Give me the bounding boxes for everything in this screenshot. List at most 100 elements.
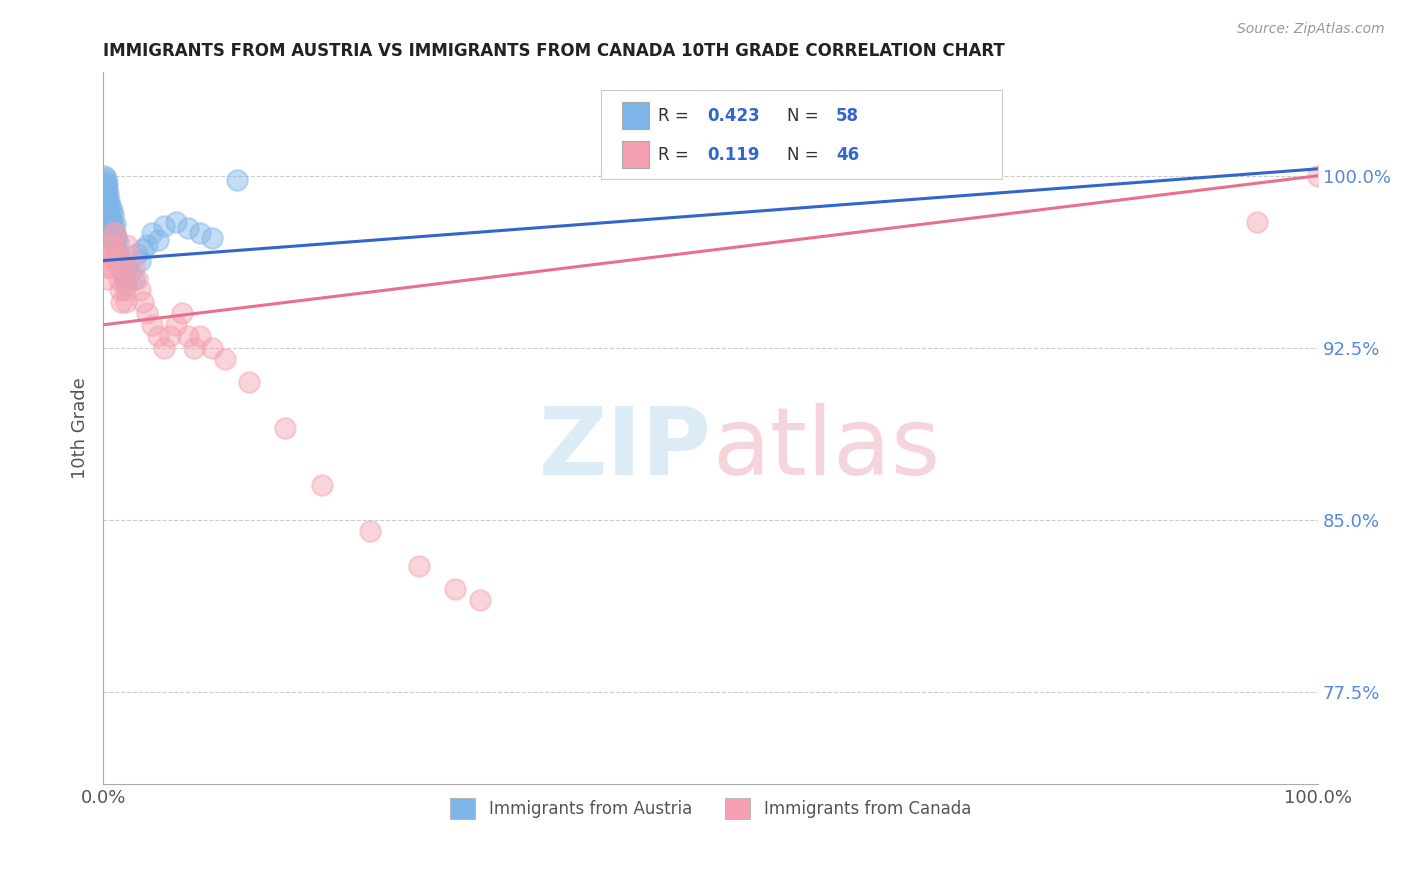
Point <box>117 237 139 252</box>
Point <box>108 284 131 298</box>
Point <box>132 294 155 309</box>
Point <box>97 249 120 263</box>
Point <box>1308 169 1330 183</box>
FancyBboxPatch shape <box>602 90 1002 179</box>
Point <box>114 284 136 298</box>
Point <box>214 352 236 367</box>
Point <box>100 203 122 218</box>
FancyBboxPatch shape <box>621 103 648 129</box>
Point <box>93 249 115 263</box>
Point <box>188 226 211 240</box>
Point <box>94 171 117 186</box>
Point <box>96 182 118 196</box>
Point <box>100 219 122 234</box>
Point <box>101 219 124 234</box>
Point <box>444 582 467 596</box>
Point <box>165 318 187 332</box>
Point <box>96 176 118 190</box>
Point <box>105 230 128 244</box>
Point <box>128 284 150 298</box>
Point <box>115 278 138 293</box>
Point <box>105 249 128 263</box>
Point <box>100 210 122 224</box>
Point <box>238 375 260 389</box>
Point <box>201 341 224 355</box>
Point <box>101 226 124 240</box>
Point <box>104 217 127 231</box>
Point <box>103 237 125 252</box>
Point <box>114 274 136 288</box>
Point <box>97 187 120 202</box>
Point <box>135 237 157 252</box>
Point <box>104 228 127 243</box>
Point <box>146 329 169 343</box>
Point <box>1246 214 1268 228</box>
Point <box>127 272 149 286</box>
Point <box>201 230 224 244</box>
Point <box>98 260 121 275</box>
Point <box>107 246 129 260</box>
Text: N =: N = <box>787 107 824 125</box>
Point <box>183 341 205 355</box>
Point <box>96 192 118 206</box>
Point <box>97 208 120 222</box>
Point <box>98 214 121 228</box>
Point <box>93 169 115 183</box>
Point <box>311 478 333 492</box>
FancyBboxPatch shape <box>621 142 648 169</box>
Point <box>177 221 200 235</box>
Point <box>108 256 131 270</box>
Point <box>93 173 115 187</box>
Point <box>112 272 135 286</box>
Point <box>135 306 157 320</box>
Point <box>110 294 132 309</box>
Point <box>122 272 145 286</box>
Point <box>100 214 122 228</box>
Point <box>141 318 163 332</box>
Point <box>100 237 122 252</box>
Point <box>172 306 194 320</box>
Point <box>108 272 131 286</box>
Point <box>408 558 430 573</box>
Point <box>132 242 155 256</box>
Point <box>359 524 381 539</box>
Point <box>101 208 124 222</box>
Text: Source: ZipAtlas.com: Source: ZipAtlas.com <box>1237 22 1385 37</box>
Point <box>93 180 115 194</box>
Point <box>94 178 117 192</box>
Point <box>128 253 150 268</box>
Point <box>153 341 176 355</box>
Point <box>153 219 176 234</box>
Point <box>225 173 247 187</box>
Point <box>117 260 139 275</box>
Point <box>111 265 134 279</box>
Point <box>104 237 127 252</box>
Point <box>108 252 131 266</box>
Point <box>96 272 118 286</box>
Point <box>101 228 124 243</box>
Point <box>127 246 149 260</box>
Point <box>115 294 138 309</box>
Point <box>107 235 129 250</box>
Point <box>468 593 491 607</box>
Point <box>274 421 297 435</box>
Point <box>94 260 117 275</box>
Text: atlas: atlas <box>711 403 941 495</box>
Text: IMMIGRANTS FROM AUSTRIA VS IMMIGRANTS FROM CANADA 10TH GRADE CORRELATION CHART: IMMIGRANTS FROM AUSTRIA VS IMMIGRANTS FR… <box>103 42 1005 60</box>
Point <box>188 329 211 343</box>
Text: 0.423: 0.423 <box>707 107 759 125</box>
Point <box>141 226 163 240</box>
Point <box>118 265 141 279</box>
Text: 46: 46 <box>835 146 859 164</box>
Text: 0.119: 0.119 <box>707 146 759 164</box>
Point <box>94 189 117 203</box>
Y-axis label: 10th Grade: 10th Grade <box>72 377 89 479</box>
Point <box>100 224 122 238</box>
Text: ZIP: ZIP <box>538 403 711 495</box>
Point <box>118 249 141 263</box>
Point <box>107 260 129 275</box>
Point <box>98 194 121 208</box>
Text: 58: 58 <box>835 107 859 125</box>
Point <box>177 329 200 343</box>
Point <box>100 249 122 263</box>
